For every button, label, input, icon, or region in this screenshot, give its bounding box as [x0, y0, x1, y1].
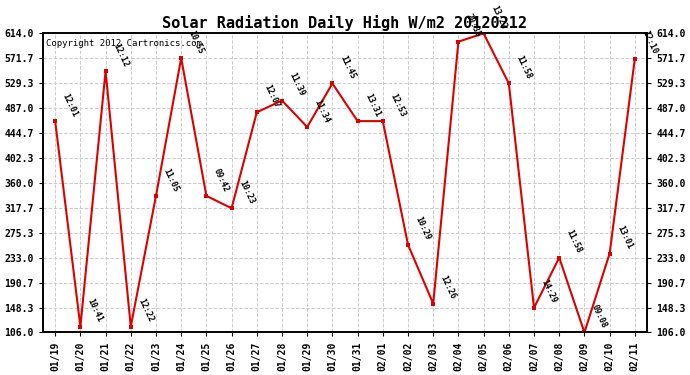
Text: 11:58: 11:58 [514, 54, 533, 81]
Text: 12:01: 12:01 [61, 92, 79, 118]
Text: 12:26: 12:26 [439, 274, 457, 301]
Text: 10:23: 10:23 [237, 179, 256, 206]
Text: 11:39: 11:39 [288, 71, 306, 98]
Text: 13:22: 13:22 [489, 4, 508, 31]
Text: 10:29: 10:29 [413, 216, 432, 242]
Text: 12:22: 12:22 [137, 297, 155, 324]
Text: 20:35: 20:35 [464, 12, 483, 39]
Text: 12:12: 12:12 [111, 42, 130, 68]
Text: 13:31: 13:31 [363, 92, 382, 118]
Text: 12:53: 12:53 [388, 92, 407, 118]
Text: 11:34: 11:34 [313, 98, 331, 124]
Text: 13:01: 13:01 [615, 224, 634, 251]
Text: 10:55: 10:55 [187, 29, 206, 56]
Text: 09:08: 09:08 [590, 303, 609, 330]
Text: 11:45: 11:45 [338, 54, 357, 81]
Text: 12:10: 12:10 [640, 30, 659, 56]
Text: 11:58: 11:58 [565, 228, 584, 255]
Text: 11:05: 11:05 [161, 166, 180, 193]
Text: 12:07: 12:07 [262, 83, 281, 110]
Text: 10:41: 10:41 [86, 297, 105, 324]
Text: 09:42: 09:42 [212, 166, 230, 193]
Title: Solar Radiation Daily High W/m2 20120212: Solar Radiation Daily High W/m2 20120212 [163, 15, 527, 31]
Text: Copyright 2012 Cartronics.com: Copyright 2012 Cartronics.com [46, 39, 201, 48]
Text: 14:29: 14:29 [540, 279, 558, 305]
